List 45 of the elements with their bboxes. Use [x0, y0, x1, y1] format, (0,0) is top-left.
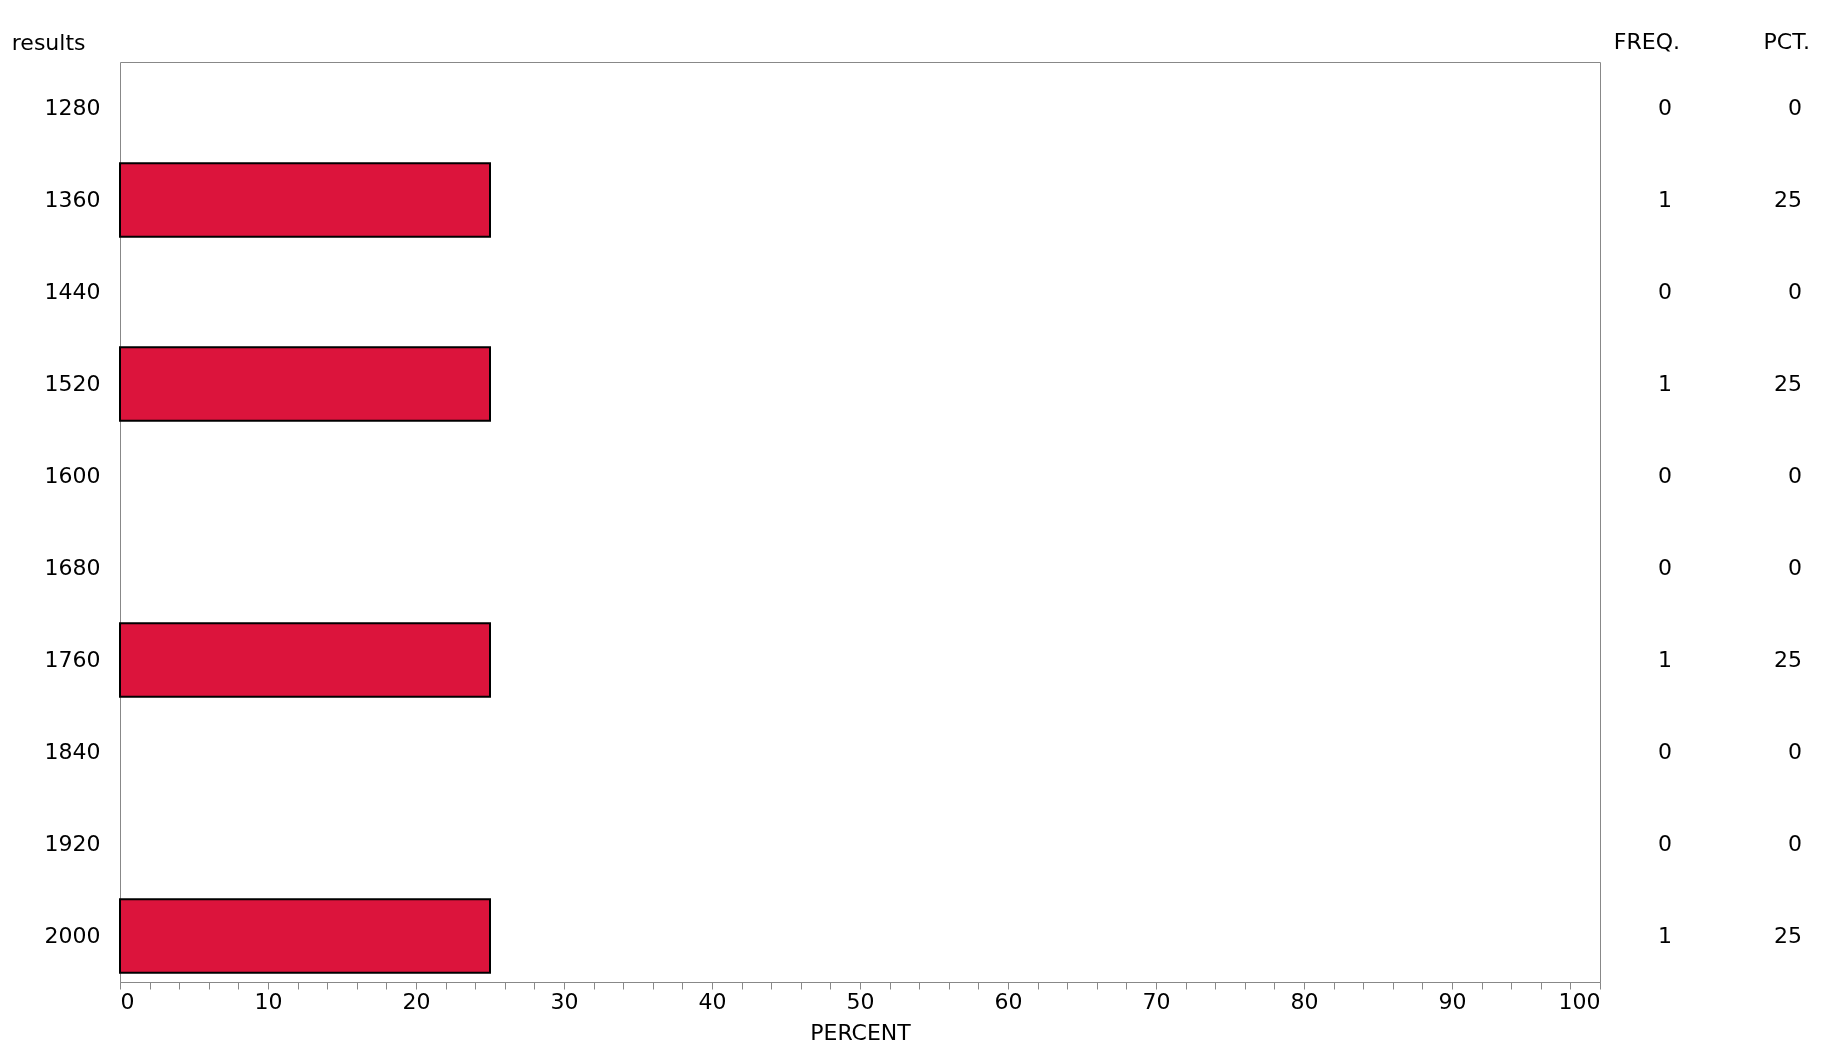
text: 0 — [1788, 739, 1802, 764]
y-tick-label: 1600 — [44, 463, 101, 488]
text: 1 — [1658, 371, 1672, 396]
x-tick-label: 70 — [1142, 988, 1171, 1014]
y-tick-label: 1680 — [44, 555, 101, 580]
y-tick-label: 1840 — [44, 739, 101, 764]
x-tick-label: 50 — [846, 988, 875, 1014]
y-tick-label: 1360 — [44, 187, 101, 212]
y-tick-label: 1760 — [44, 647, 101, 672]
y-tick-label: 1520 — [44, 371, 101, 396]
text: 1 — [1658, 647, 1672, 672]
x-tick-label: 30 — [550, 988, 579, 1014]
text: 0 — [1788, 555, 1802, 580]
text: 25 — [1774, 647, 1802, 672]
x-axis-title: PERCENT — [810, 1019, 912, 1045]
text: 1 — [1658, 923, 1672, 948]
text: 0 — [1658, 95, 1672, 120]
y-tick-label: 1920 — [44, 831, 101, 856]
y-axis-title: results — [11, 29, 86, 55]
text: 0 — [1788, 463, 1802, 488]
text: 0 — [1788, 95, 1802, 120]
text: PCT. — [1763, 29, 1810, 54]
text: 25 — [1774, 371, 1802, 396]
text: 0 — [1658, 463, 1672, 488]
x-tick-label: 80 — [1290, 988, 1319, 1014]
text: 0 — [1788, 279, 1802, 304]
text: 0 — [1788, 831, 1802, 856]
text: 1 — [1658, 187, 1672, 212]
text: 25 — [1774, 923, 1802, 948]
x-tick-label: 40 — [698, 988, 727, 1014]
text: 0 — [1658, 831, 1672, 856]
x-tick-label: 60 — [994, 988, 1023, 1014]
x-tick-label: 90 — [1438, 988, 1467, 1014]
y-tick-label: 1440 — [44, 279, 101, 304]
x-tick-label: 0 — [120, 988, 135, 1014]
text: 0 — [1658, 739, 1672, 764]
text: 0 — [1658, 279, 1672, 304]
x-tick-label: 10 — [254, 988, 283, 1014]
text: FREQ. — [1613, 29, 1680, 54]
text: 25 — [1774, 187, 1802, 212]
y-tick-label: 2000 — [44, 923, 101, 948]
x-tick-label: 100 — [1558, 988, 1601, 1014]
text: 0 — [1658, 555, 1672, 580]
x-tick-label: 20 — [402, 988, 431, 1014]
y-tick-label: 1280 — [44, 95, 101, 120]
